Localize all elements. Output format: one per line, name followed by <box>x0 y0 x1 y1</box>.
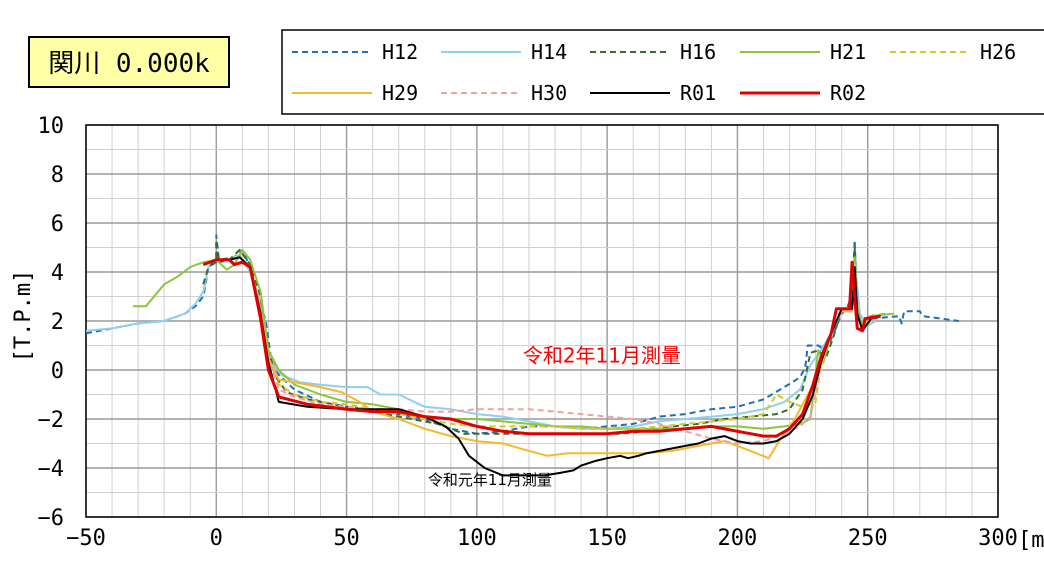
series-line-r01 <box>202 256 874 477</box>
legend-label: H26 <box>980 40 1016 64</box>
chart-title: 関川 0.000k <box>48 49 210 79</box>
x-tick-label: 200 <box>718 526 758 551</box>
x-tick-label: 100 <box>457 526 497 551</box>
legend-label: H12 <box>382 40 418 64</box>
legend-label: R02 <box>830 81 866 105</box>
y-axis-tick-labels: −6 −4 −2 0 2 4 6 8 10 <box>38 114 65 531</box>
chart-annotation: 令和元年11月測量 <box>428 471 552 489</box>
y-tick-label: 0 <box>51 359 64 384</box>
y-tick-label: 6 <box>51 212 64 237</box>
title-box-background <box>28 36 230 88</box>
x-tick-label: 150 <box>587 526 627 551</box>
x-tick-label: 0 <box>210 526 223 551</box>
y-tick-label: 10 <box>38 114 65 139</box>
legend-frame <box>281 29 1044 115</box>
legend-label: H14 <box>531 40 567 64</box>
x-tick-label: −50 <box>66 526 106 551</box>
chart-annotation: 令和2年11月測量 <box>523 344 681 368</box>
legend-label: H30 <box>531 81 567 105</box>
plot-area-frame <box>85 124 999 518</box>
y-tick-label: 8 <box>51 163 64 188</box>
y-tick-label: −2 <box>38 408 65 433</box>
y-tick-label: 2 <box>51 310 64 335</box>
y-tick-label: 4 <box>51 261 64 286</box>
x-tick-label: 250 <box>848 526 888 551</box>
legend-label: H21 <box>830 40 866 64</box>
series-line-r02 <box>202 258 881 438</box>
title-box: 関川 0.000k <box>28 36 230 88</box>
y-tick-label: −6 <box>38 506 65 531</box>
x-axis-tick-labels: −50 0 50 100 150 200 250 300 <box>66 526 1018 551</box>
y-axis-label: [T.P.m] <box>11 270 36 363</box>
legend-label: R01 <box>680 81 716 105</box>
x-tick-label: 50 <box>333 526 360 551</box>
series-line-h21 <box>132 248 894 430</box>
y-tick-label: −4 <box>38 457 65 482</box>
legend-label: H29 <box>382 81 418 105</box>
legend-label: H16 <box>680 40 716 64</box>
series-group <box>85 234 960 477</box>
legend: H12 H14 H16 H21 H26 H29 H30 R01 R02 <box>281 29 1044 115</box>
x-tick-label: 300 <box>978 526 1018 551</box>
x-axis-unit-label: [m] <box>1018 528 1044 553</box>
